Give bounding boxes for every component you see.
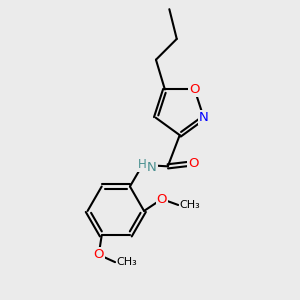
Text: CH₃: CH₃ bbox=[180, 200, 200, 210]
Text: O: O bbox=[188, 157, 198, 170]
Text: N: N bbox=[199, 111, 208, 124]
Text: CH₃: CH₃ bbox=[117, 257, 137, 267]
Text: H: H bbox=[138, 158, 147, 171]
Text: O: O bbox=[94, 248, 104, 261]
Text: O: O bbox=[157, 193, 167, 206]
Text: N: N bbox=[147, 161, 157, 174]
Text: O: O bbox=[189, 83, 200, 96]
